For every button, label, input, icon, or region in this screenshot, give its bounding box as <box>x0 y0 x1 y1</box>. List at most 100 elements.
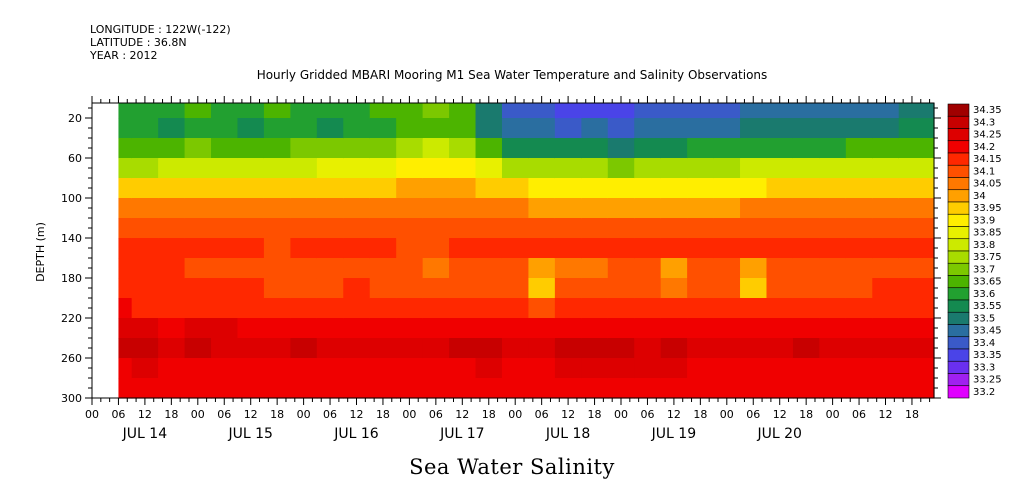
salinity-cell <box>290 278 318 299</box>
salinity-cell <box>501 218 530 239</box>
x-hour-label: 06 <box>111 408 125 421</box>
salinity-cell <box>118 378 133 399</box>
salinity-cell <box>581 278 609 299</box>
salinity-cell <box>184 178 212 199</box>
salinity-cell <box>687 378 715 399</box>
salinity-cell <box>554 198 582 219</box>
colorbar-label: 33.65 <box>973 277 1002 288</box>
salinity-cell <box>607 138 635 159</box>
salinity-cell <box>898 318 924 339</box>
salinity-cell <box>396 138 424 159</box>
salinity-cell <box>740 103 768 119</box>
salinity-cell <box>369 258 397 279</box>
salinity-cell <box>211 318 239 339</box>
salinity-cell <box>316 118 344 139</box>
salinity-cell <box>237 103 265 119</box>
salinity-cell <box>396 118 424 139</box>
salinity-cell <box>713 118 741 139</box>
salinity-cell <box>660 258 688 279</box>
salinity-cell <box>766 198 794 219</box>
salinity-cell <box>872 378 900 399</box>
x-hour-label: 18 <box>693 408 707 421</box>
salinity-cell <box>237 278 265 299</box>
salinity-cell <box>819 278 847 299</box>
salinity-cell <box>554 298 582 319</box>
x-hour-label: 00 <box>402 408 416 421</box>
salinity-cell <box>131 238 159 259</box>
salinity-cell <box>766 158 794 179</box>
salinity-cell <box>660 118 688 139</box>
salinity-cell <box>922 238 935 259</box>
salinity-cell <box>766 258 794 279</box>
colorbar-swatch <box>947 275 970 289</box>
salinity-cell <box>898 378 924 399</box>
x-hour-label: 06 <box>535 408 549 421</box>
salinity-cell <box>316 278 344 299</box>
salinity-cell <box>396 218 424 239</box>
salinity-cell <box>740 298 768 319</box>
salinity-cell <box>501 178 530 199</box>
salinity-cell <box>634 198 662 219</box>
salinity-cell <box>396 278 424 299</box>
salinity-cell <box>158 238 186 259</box>
colorbar-swatch <box>947 348 970 362</box>
salinity-cell <box>211 278 239 299</box>
salinity-cell <box>211 358 239 379</box>
y-tick-label: 60 <box>68 152 82 165</box>
salinity-cell <box>792 118 820 139</box>
colorbar-swatch <box>947 213 970 227</box>
salinity-cell <box>184 238 212 259</box>
salinity-cell <box>740 258 768 279</box>
salinity-cell <box>449 218 477 239</box>
salinity-cell <box>263 278 291 299</box>
salinity-cell <box>819 198 847 219</box>
salinity-cell <box>501 198 530 219</box>
salinity-cell <box>922 198 935 219</box>
colorbar-label: 33.2 <box>973 387 995 398</box>
salinity-cell <box>263 218 291 239</box>
salinity-cell <box>184 138 212 159</box>
salinity-cell <box>845 318 873 339</box>
salinity-cell <box>845 178 873 199</box>
salinity-cell <box>422 103 450 119</box>
salinity-cell <box>369 378 397 399</box>
salinity-cell <box>118 278 133 299</box>
x-day-label: JUL 19 <box>651 426 696 442</box>
salinity-cell <box>118 118 133 139</box>
salinity-cell <box>475 258 503 279</box>
salinity-cell <box>634 258 662 279</box>
colorbar-swatch <box>947 128 970 142</box>
salinity-cell <box>554 118 582 139</box>
colorbar-label: 34.1 <box>973 166 995 177</box>
salinity-cell <box>290 218 318 239</box>
salinity-cell <box>660 158 688 179</box>
salinity-cell <box>369 138 397 159</box>
salinity-cell <box>845 358 873 379</box>
salinity-cell <box>687 278 715 299</box>
salinity-cell <box>528 258 556 279</box>
colorbar-label: 33.85 <box>973 228 1002 239</box>
salinity-cell <box>263 378 291 399</box>
salinity-cell <box>660 218 688 239</box>
salinity-cell <box>898 338 924 359</box>
salinity-cell <box>184 358 212 379</box>
salinity-cell <box>872 218 900 239</box>
x-hour-label: 00 <box>85 408 99 421</box>
salinity-cell <box>819 298 847 319</box>
salinity-cell <box>237 358 265 379</box>
x-hour-label: 06 <box>852 408 866 421</box>
x-hour-label: 06 <box>217 408 231 421</box>
salinity-cell <box>184 118 212 139</box>
salinity-cell <box>263 358 291 379</box>
salinity-cell <box>766 338 794 359</box>
colorbar-swatch <box>947 373 970 387</box>
salinity-cell <box>396 258 424 279</box>
colorbar-label: 33.3 <box>973 362 995 373</box>
salinity-cell <box>845 258 873 279</box>
salinity-cell <box>634 378 662 399</box>
salinity-cell <box>554 218 582 239</box>
salinity-cell <box>290 103 318 119</box>
salinity-cell <box>290 258 318 279</box>
salinity-cell <box>237 198 265 219</box>
